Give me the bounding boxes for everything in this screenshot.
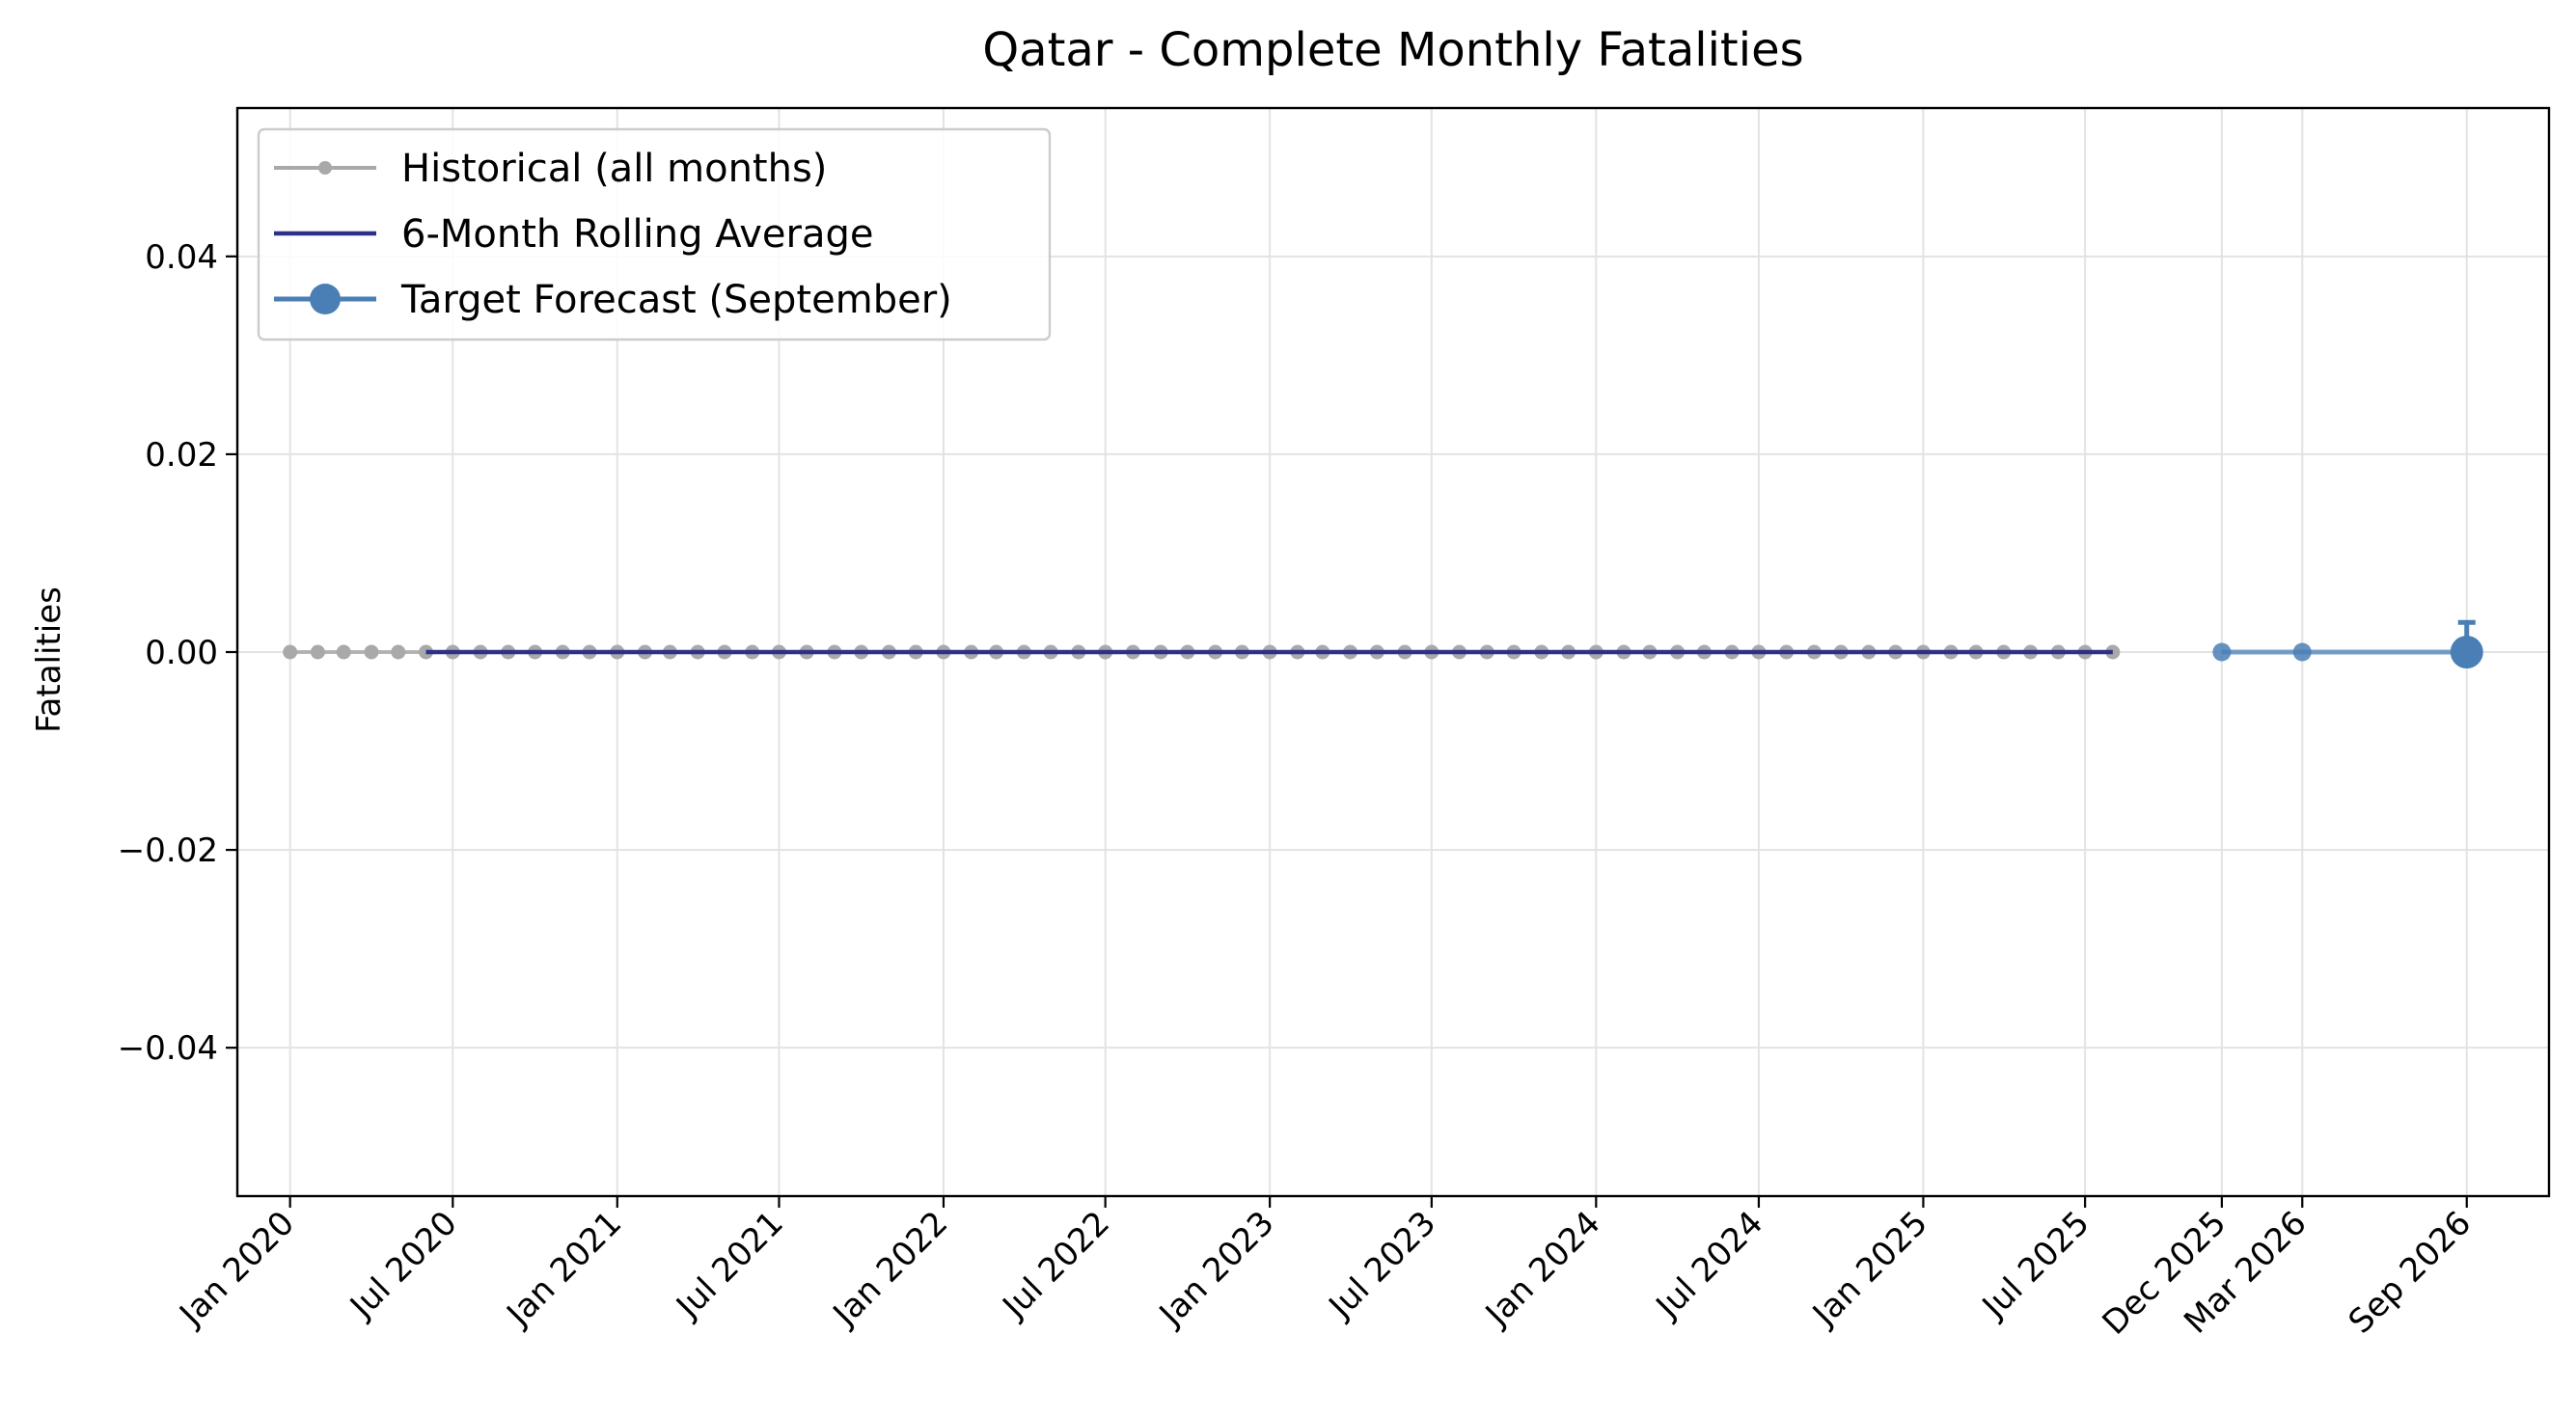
- legend-historical-marker: [318, 161, 332, 175]
- historical-point: [283, 644, 298, 660]
- legend-label: Historical (all months): [401, 147, 827, 191]
- forecast-point: [2292, 642, 2312, 662]
- y-axis: −0.04 −0.02 0.00 0.02 0.04: [118, 238, 237, 1068]
- y-axis-title: Fatalities: [30, 586, 69, 733]
- y-tick-label: 0.04: [145, 238, 218, 277]
- chart-title: Qatar - Complete Monthly Fatalities: [982, 23, 1803, 77]
- y-tick-label: −0.02: [118, 831, 218, 870]
- historical-point: [336, 644, 351, 660]
- y-tick-label: −0.04: [118, 1029, 218, 1068]
- y-tick-label: 0.00: [145, 634, 218, 672]
- legend-label: 6-Month Rolling Average: [401, 212, 874, 257]
- forecast-point: [2212, 642, 2232, 662]
- historical-point: [310, 644, 325, 660]
- historical-point: [364, 644, 379, 660]
- series-layer: [283, 619, 2483, 668]
- historical-point: [391, 644, 406, 660]
- legend-items: Historical (all months) 6-Month Rolling A…: [274, 147, 952, 322]
- legend-box: [257, 127, 1052, 341]
- legend-forecast-marker: [310, 284, 341, 314]
- y-tick-label: 0.02: [145, 436, 218, 475]
- legend-label: Target Forecast (September): [400, 278, 952, 322]
- legend: Historical (all months) 6-Month Rolling A…: [257, 127, 1052, 341]
